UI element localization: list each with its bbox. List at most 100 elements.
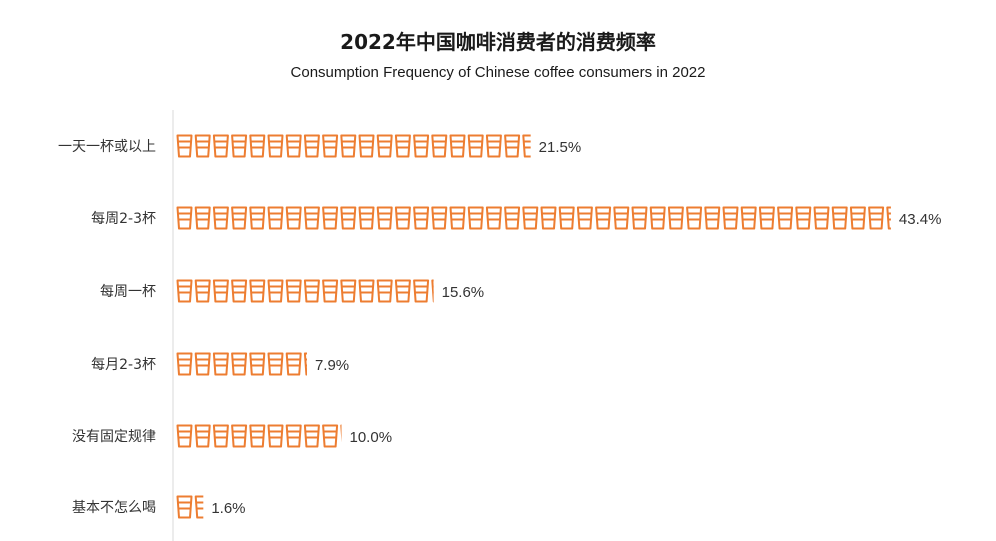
coffee-cup-icon	[285, 279, 302, 303]
coffee-cup-icon	[449, 134, 466, 158]
coffee-cup-icon	[322, 134, 339, 158]
coffee-cup-icon	[376, 279, 393, 303]
coffee-cup-icon	[849, 206, 866, 230]
coffee-cup-icon	[267, 134, 284, 158]
coffee-cup-icon	[267, 424, 284, 448]
coffee-cup-icon	[631, 206, 648, 230]
coffee-cup-icon	[231, 279, 248, 303]
chart-subtitle: Consumption Frequency of Chinese coffee …	[290, 64, 706, 81]
category-label: 每周一杯	[100, 284, 156, 300]
pictograph-bar	[176, 279, 434, 303]
coffee-cup-icon	[485, 206, 502, 230]
coffee-cup-icon	[522, 206, 539, 230]
coffee-cup-icon	[613, 206, 630, 230]
pictograph-bar	[176, 495, 204, 519]
category-label: 没有固定规律	[72, 429, 156, 445]
coffee-cup-icon	[868, 206, 885, 230]
coffee-cup-icon	[595, 206, 612, 230]
data-label: 43.4%	[899, 211, 942, 228]
coffee-cup-icon	[686, 206, 703, 230]
coffee-cup-icon	[285, 206, 302, 230]
coffee-cup-icon	[212, 424, 229, 448]
coffee-cup-icon	[413, 279, 430, 303]
coffee-cup-icon	[285, 424, 302, 448]
coffee-cup-icon	[504, 134, 521, 158]
coffee-cup-icon	[467, 206, 484, 230]
coffee-cup-icon	[303, 279, 320, 303]
coffee-cup-icon	[358, 134, 375, 158]
coffee-cup-icon	[176, 134, 193, 158]
coffee-cup-icon	[249, 206, 266, 230]
coffee-cup-icon	[704, 206, 721, 230]
coffee-cup-icon	[831, 206, 848, 230]
coffee-cup-icon	[485, 134, 502, 158]
coffee-cup-icon	[667, 206, 684, 230]
coffee-cup-icon	[231, 424, 248, 448]
coffee-cup-icon	[376, 134, 393, 158]
coffee-cup-icon	[322, 206, 339, 230]
coffee-cup-icon	[249, 279, 266, 303]
coffee-cup-icon	[194, 495, 204, 519]
coffee-cup-icon	[413, 134, 430, 158]
pictograph-bar	[176, 134, 531, 158]
coffee-cup-icon	[777, 206, 794, 230]
coffee-cup-icon	[231, 352, 248, 376]
coffee-cup-icon	[194, 134, 211, 158]
data-label: 1.6%	[211, 500, 245, 517]
category-label: 每周2-3杯	[91, 211, 156, 227]
coffee-cup-icon	[394, 279, 411, 303]
coffee-cup-icon	[758, 206, 775, 230]
coffee-cup-icon	[194, 352, 211, 376]
coffee-cup-icon	[212, 352, 229, 376]
coffee-cup-icon	[194, 279, 211, 303]
coffee-cup-icon	[394, 206, 411, 230]
coffee-cup-icon	[267, 206, 284, 230]
coffee-cup-icon	[413, 206, 430, 230]
bar-row: 基本不怎么喝 1.6%	[72, 495, 246, 519]
category-label: 每月2-3杯	[91, 357, 156, 373]
coffee-cup-icon	[231, 206, 248, 230]
coffee-cup-icon	[176, 352, 193, 376]
coffee-cup-icon	[212, 134, 229, 158]
coffee-cup-icon	[504, 206, 521, 230]
coffee-cup-icon	[303, 206, 320, 230]
coffee-cup-icon	[322, 279, 339, 303]
coffee-cup-icon	[176, 279, 193, 303]
coffee-cup-icon	[576, 206, 593, 230]
coffee-cup-icon	[540, 206, 557, 230]
coffee-cup-icon	[394, 134, 411, 158]
pictograph-bar	[176, 424, 342, 448]
chart-rows: 一天一杯或以上 21.5% 每周2-3杯 43.4% 每周一杯 15.6% 每月2-3杯 7.…	[58, 134, 942, 519]
coffee-cup-icon	[467, 134, 484, 158]
coffee-cup-icon	[340, 206, 357, 230]
coffee-cup-icon	[649, 206, 666, 230]
bar-row: 没有固定规律 10.0%	[72, 424, 393, 448]
coffee-cup-icon	[340, 279, 357, 303]
coffee-cup-icon	[795, 206, 812, 230]
coffee-cup-icon	[194, 206, 211, 230]
coffee-cup-icon	[267, 279, 284, 303]
data-label: 15.6%	[442, 284, 485, 301]
category-label: 基本不怎么喝	[72, 499, 156, 516]
coffee-cup-icon	[449, 206, 466, 230]
data-label: 10.0%	[350, 429, 393, 446]
coffee-cup-icon	[231, 134, 248, 158]
coffee-cup-icon	[522, 134, 531, 158]
coffee-cup-icon	[176, 206, 193, 230]
coffee-cup-icon	[431, 279, 434, 303]
coffee-cup-icon	[358, 206, 375, 230]
bar-row: 每月2-3杯 7.9%	[91, 352, 349, 376]
bar-row: 每周一杯 15.6%	[100, 279, 485, 303]
coffee-cup-icon	[303, 134, 320, 158]
coffee-cup-icon	[322, 424, 339, 448]
coffee-cup-icon	[176, 424, 193, 448]
coffee-cup-icon	[886, 206, 891, 230]
coffee-cup-icon	[249, 134, 266, 158]
data-label: 21.5%	[539, 139, 582, 156]
coffee-cup-icon	[722, 206, 739, 230]
coffee-cup-icon	[431, 134, 448, 158]
coffee-cup-icon	[340, 134, 357, 158]
coffee-cup-icon	[212, 279, 229, 303]
data-label: 7.9%	[315, 357, 349, 374]
